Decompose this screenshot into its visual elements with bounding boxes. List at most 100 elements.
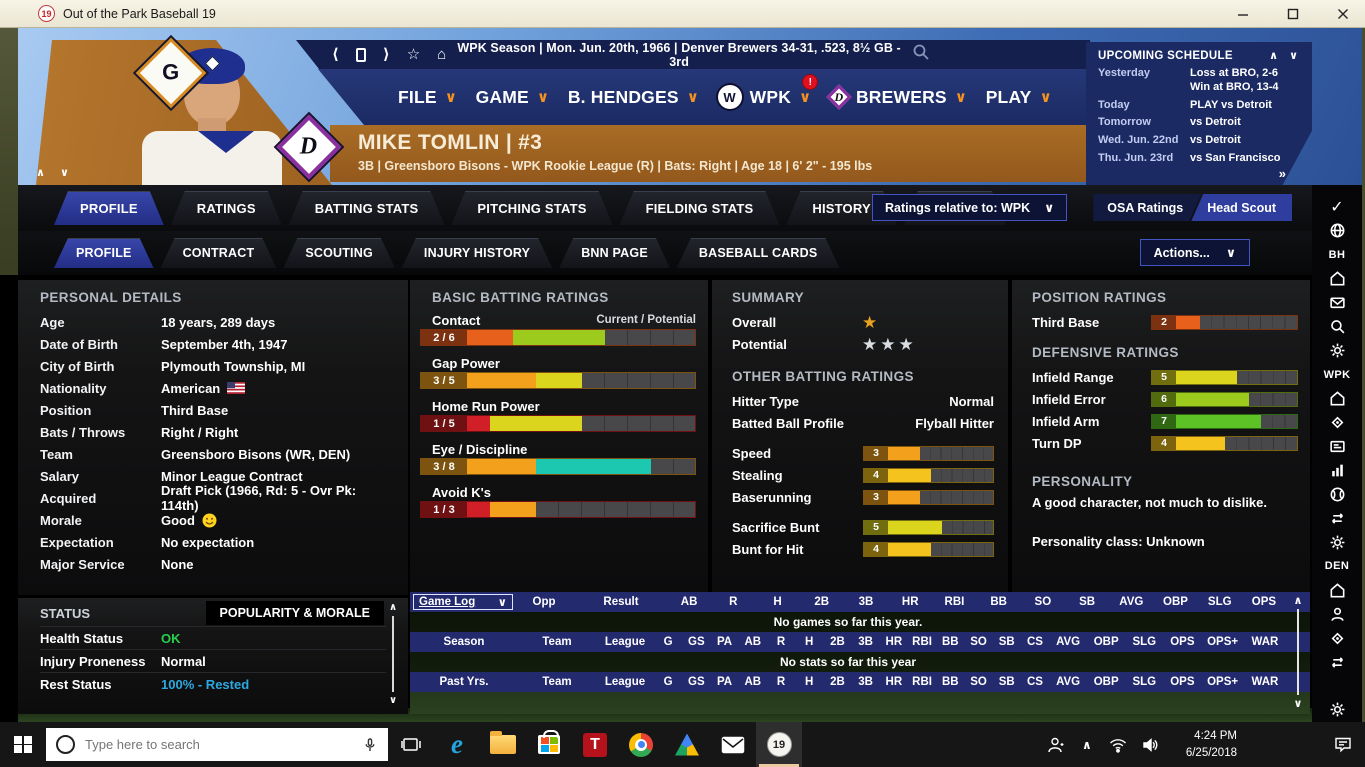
t-app-icon[interactable]: T	[572, 722, 618, 767]
league-transactions-icon[interactable]	[1312, 506, 1362, 530]
team-home-icon[interactable]	[1312, 578, 1362, 602]
column-header: G	[663, 636, 673, 648]
league-home-icon[interactable]	[1312, 387, 1362, 411]
subtab-profile[interactable]: PROFILE	[54, 238, 154, 268]
team-roster-icon[interactable]	[1312, 602, 1362, 626]
detail-value: Right / Right	[161, 424, 239, 440]
team-finances-icon[interactable]: undefined	[1312, 674, 1362, 698]
column-header: 3B	[858, 636, 873, 648]
status-row: Rest Status 100% - Rested	[40, 672, 386, 695]
tab-batting-stats[interactable]: BATTING STATS	[289, 191, 445, 225]
schedule-day: Tomorrow	[1098, 116, 1151, 129]
detail-value: Third Base	[161, 402, 229, 418]
rating-bar: 3 / 8	[420, 458, 696, 475]
menu-file[interactable]: FILE ∨	[398, 87, 457, 108]
hidden-icons-chevron[interactable]: ∧	[1081, 737, 1092, 752]
subtab-injury-history[interactable]: INJURY HISTORY	[402, 238, 552, 268]
minimize-button[interactable]	[1235, 6, 1251, 22]
league-standings-icon[interactable]	[1312, 411, 1362, 435]
manager-home-icon[interactable]	[1312, 267, 1362, 291]
subtab-contract[interactable]: CONTRACT	[161, 238, 277, 268]
home-icon[interactable]: ⌂	[437, 46, 447, 63]
schedule-result: vs Detroit	[1190, 134, 1241, 147]
league-stats-icon[interactable]	[1312, 458, 1362, 482]
cap-logo-icon	[204, 55, 221, 72]
menu-b-hendges[interactable]: B. HENDGES ∨	[568, 87, 699, 108]
personality-title: PERSONALITY	[1032, 474, 1133, 489]
tab-ratings[interactable]: RATINGS	[171, 191, 282, 225]
tab-profile[interactable]: PROFILE	[54, 191, 164, 225]
team-settings-icon[interactable]	[1312, 698, 1362, 722]
tab-pitching-stats[interactable]: PITCHING STATS	[451, 191, 612, 225]
favorite-star-icon[interactable]: ☆	[406, 46, 421, 63]
game-log-selector[interactable]: Game Log ∨	[413, 594, 513, 610]
file-explorer-icon[interactable]	[480, 722, 526, 767]
close-button[interactable]	[1335, 6, 1351, 22]
subtab-bnn-page[interactable]: BNN PAGE	[559, 238, 670, 268]
search-icon[interactable]	[912, 43, 930, 66]
chrome-icon[interactable]	[618, 722, 664, 767]
rating-value-box: 4	[864, 468, 888, 482]
ootp19-taskbar-icon[interactable]: 19	[756, 722, 802, 767]
menu-play[interactable]: PLAY ∨	[986, 87, 1052, 108]
wifi-icon[interactable]	[1102, 736, 1134, 754]
microsoft-store-icon[interactable]	[526, 722, 572, 767]
taskbar-clock[interactable]: 4:24 PM 6/25/2018	[1186, 728, 1237, 761]
rating-value-box: 1 / 5	[421, 416, 467, 431]
confirm-icon[interactable]: ✓	[1330, 198, 1344, 216]
schedule-scroll-arrows[interactable]: ∧ ∨	[1269, 50, 1302, 62]
detail-label: Nationality	[40, 380, 107, 396]
column-header: SO	[970, 636, 987, 648]
start-button[interactable]	[0, 722, 46, 767]
forward-icon[interactable]: ⟩	[382, 46, 390, 63]
bar-track	[1261, 414, 1297, 428]
league-scores-icon[interactable]	[1312, 435, 1362, 459]
globe-icon[interactable]	[1312, 219, 1362, 243]
popularity-morale-tab[interactable]: POPULARITY & MORALE	[205, 601, 384, 625]
tab-fielding-stats[interactable]: FIELDING STATS	[620, 191, 780, 225]
osa-ratings-button[interactable]: OSA Ratings	[1093, 194, 1201, 221]
people-icon[interactable]	[1038, 735, 1072, 755]
team-transactions-icon[interactable]	[1312, 650, 1362, 674]
manager-settings-icon[interactable]	[1312, 339, 1362, 363]
search-icon[interactable]	[1312, 315, 1362, 339]
task-view-button[interactable]	[388, 722, 434, 767]
bar-track	[920, 490, 993, 504]
actions-dropdown[interactable]: Actions... ∨	[1139, 239, 1250, 266]
head-scout-button[interactable]: Head Scout	[1191, 194, 1292, 221]
team-standings-icon[interactable]	[1312, 626, 1362, 650]
column-header: Opp	[532, 596, 556, 608]
google-drive-icon[interactable]	[664, 722, 710, 767]
mail-icon[interactable]	[1312, 291, 1362, 315]
potential-fill	[513, 330, 605, 345]
back-icon[interactable]: ⟨	[332, 46, 339, 63]
subtab-baseball-cards[interactable]: BASEBALL CARDS	[677, 238, 840, 268]
maximize-button[interactable]	[1285, 6, 1301, 22]
action-center-icon[interactable]	[1333, 735, 1353, 754]
league-players-icon[interactable]	[1312, 482, 1362, 506]
mail-icon[interactable]	[710, 722, 756, 767]
schedule-more-icon[interactable]: »	[1278, 166, 1286, 181]
summary-label: Hitter Type	[732, 393, 799, 409]
personal-details-panel: PERSONAL DETAILS Age 18 years, 289 days Da…	[18, 280, 408, 595]
screens-icon[interactable]	[355, 47, 366, 62]
menu-brewers[interactable]: D BREWERS ∨	[826, 84, 967, 110]
rating-value-box: 5	[864, 520, 888, 534]
menu-wpk[interactable]: W WPK ∨!	[717, 74, 819, 109]
table-scrollbar[interactable]: ∧ ∨	[1290, 594, 1306, 710]
schedule-result: vs Detroit	[1190, 116, 1241, 129]
taskbar-search[interactable]	[46, 728, 388, 761]
volume-icon[interactable]	[1134, 736, 1168, 754]
rating-label: Home Run Power	[432, 398, 540, 414]
ratings-relative-dropdown[interactable]: Ratings relative to: WPK ∨	[871, 194, 1068, 221]
subtab-scouting[interactable]: SCOUTING	[283, 238, 395, 268]
defensive-ratings-title: DEFENSIVE RATINGS	[1032, 345, 1179, 360]
league-settings-icon[interactable]	[1312, 530, 1362, 554]
status-scrollbar[interactable]: ∧ ∨	[386, 602, 400, 706]
portrait-scroll-arrows[interactable]: ∧ ∨	[36, 167, 75, 179]
edge-icon[interactable]: e	[451, 729, 463, 759]
search-input[interactable]	[85, 737, 352, 752]
menu-game[interactable]: GAME ∨	[476, 87, 550, 108]
bar-track	[1249, 392, 1297, 406]
